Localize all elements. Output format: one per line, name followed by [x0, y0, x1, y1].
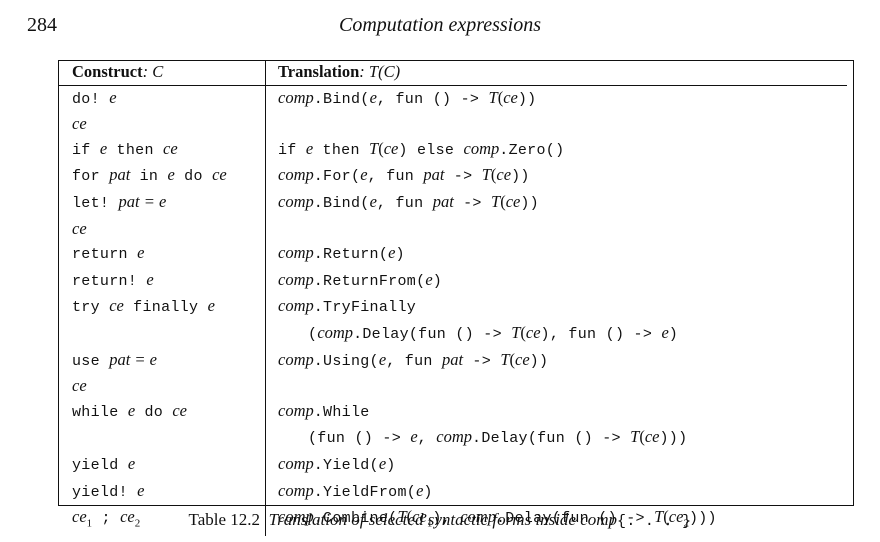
- construct-cell: ce1 ; ce2: [58, 505, 266, 536]
- translation-cell: comp.For(e, fun pat -> T(ce)): [278, 165, 530, 186]
- table-row: yield e comp.Yield(e): [58, 451, 847, 479]
- translation-cell: if e then T(ce) else comp.Zero(): [278, 138, 565, 159]
- translation-cell: [266, 374, 848, 399]
- construct-cell: do! e: [58, 85, 266, 113]
- table-row: return! e comp.ReturnFrom(e): [58, 267, 847, 295]
- construct-cell: [58, 425, 266, 452]
- translation-cell: comp.YieldFrom(e): [278, 480, 433, 501]
- table-row: ce1 ; ce2 comp.Combine(T(ce1), comp.Delay…: [58, 505, 847, 536]
- construct-cell: ce: [58, 374, 266, 399]
- caption-description: Translation of selected syntactic forms …: [268, 510, 618, 529]
- table-row: if e then ce if e then T(ce) else comp.Ze…: [58, 136, 847, 164]
- caption-suffix: {. . . }: [617, 513, 692, 530]
- translation-cell: comp.Combine(T(ce1), comp.Delay(fun () -…: [278, 507, 717, 530]
- table-row: do! e comp.Bind(e, fun () -> T(ce)): [58, 85, 847, 113]
- caption-label: Table 12.2: [188, 510, 261, 529]
- header-translation: Translation: T(C): [265, 60, 847, 86]
- table-header-row: Construct: C Translation: T(C): [58, 60, 847, 86]
- table-row: try ce finally e comp.TryFinally: [58, 294, 847, 321]
- translation-cell: comp.Bind(e, fun () -> T(ce)): [278, 87, 537, 108]
- translation-table: Construct: C Translation: T(C) do! e comp…: [58, 60, 847, 536]
- construct-cell: while e do ce: [58, 398, 266, 426]
- running-title: Computation expressions: [338, 14, 542, 36]
- translation-cell: comp.Bind(e, fun pat -> T(ce)): [278, 191, 539, 212]
- construct-cell: ce: [58, 216, 266, 242]
- construct-cell: let! pat = e: [58, 189, 266, 217]
- table-row: yield! e comp.YieldFrom(e): [58, 478, 847, 506]
- construct-cell: yield! e: [58, 478, 266, 506]
- table-row: ce: [58, 374, 847, 399]
- construct-cell: for pat in e do ce: [58, 163, 266, 190]
- table-row: use pat = e comp.Using(e, fun pat -> T(ce…: [58, 347, 847, 375]
- construct-cell: [58, 320, 266, 348]
- translation-cell: [266, 217, 848, 242]
- translation-cell: [266, 112, 848, 137]
- table-row: return e comp.Return(e): [58, 241, 847, 268]
- translation-cell: comp.Using(e, fun pat -> T(ce)): [278, 349, 549, 370]
- construct-cell: yield e: [58, 451, 266, 479]
- translation-cell: comp.Return(e): [278, 243, 405, 264]
- table-row: (comp.Delay(fun () -> T(ce), fun () -> e…: [58, 320, 847, 348]
- header-construct: Construct: C: [58, 60, 266, 86]
- table-row: for pat in e do ce comp.For(e, fun pat ->…: [58, 163, 847, 190]
- translation-cell: (fun () -> e, comp.Delay(fun () -> T(ce)…: [308, 427, 688, 448]
- construct-cell: return e: [58, 241, 266, 268]
- table-row: ce: [58, 112, 847, 137]
- construct-cell: try ce finally e: [58, 294, 266, 321]
- construct-cell: if e then ce: [58, 136, 266, 164]
- translation-cell: (comp.Delay(fun () -> T(ce), fun () -> e…: [308, 322, 679, 343]
- translation-cell: comp.ReturnFrom(e): [278, 269, 443, 290]
- table-row: ce: [58, 216, 848, 242]
- page-number: 284: [27, 14, 57, 36]
- construct-cell: use pat = e: [58, 347, 266, 375]
- table-row: let! pat = e comp.Bind(e, fun pat -> T(ce…: [58, 189, 847, 217]
- translation-cell: comp.While: [278, 400, 370, 421]
- construct-cell: return! e: [58, 267, 266, 295]
- table-caption: Table 12.2 Translation of selected synta…: [0, 510, 880, 530]
- table-row: (fun () -> e, comp.Delay(fun () -> T(ce)…: [58, 425, 847, 452]
- translation-cell: comp.TryFinally: [278, 296, 417, 317]
- translation-cell: comp.Yield(e): [278, 453, 396, 474]
- table-row: while e do ce comp.While: [58, 398, 847, 426]
- construct-cell: ce: [58, 112, 266, 137]
